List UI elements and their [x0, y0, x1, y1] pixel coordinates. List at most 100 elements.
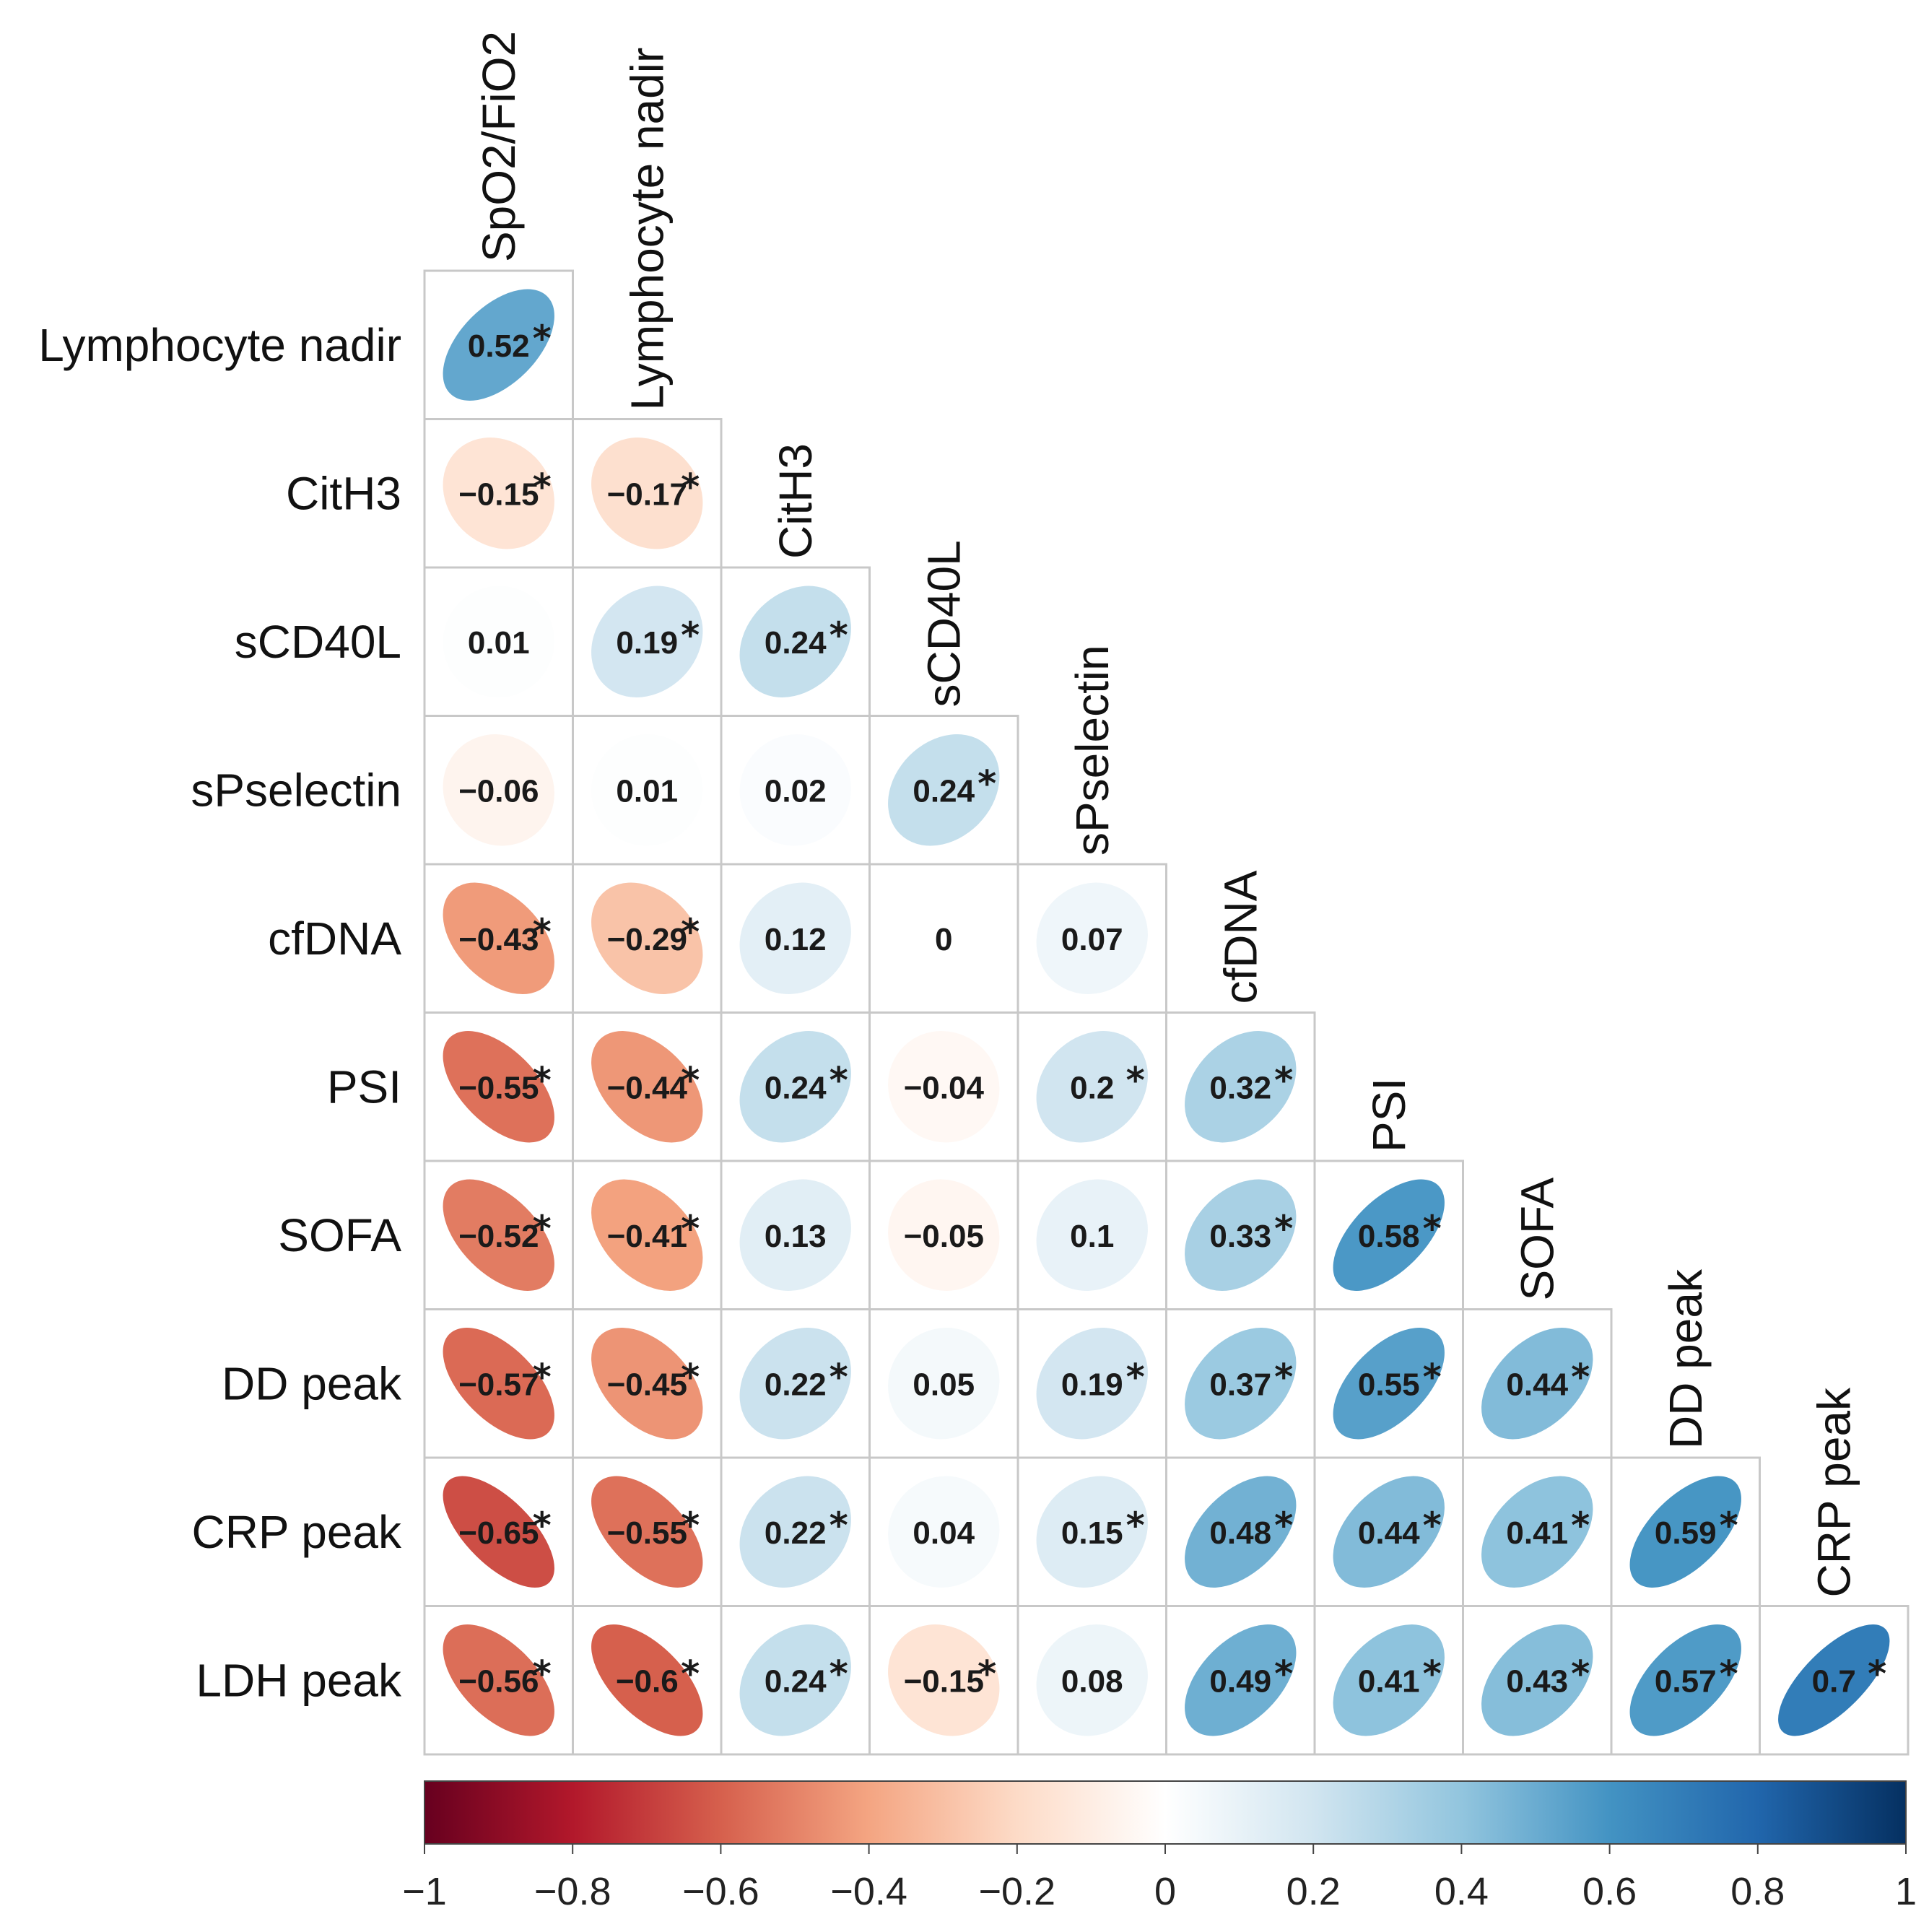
significance-star: * [533, 1653, 552, 1694]
matrix-cell: 0.24 * [720, 566, 871, 717]
matrix-cell: 0.43 * [1462, 1605, 1613, 1756]
correlation-value: −0.04 [904, 1070, 985, 1105]
matrix-cell: 0.19 * [572, 566, 723, 717]
row-label: SOFA [278, 1209, 401, 1261]
correlation-ellipse [888, 1624, 1000, 1736]
matrix-cell: 0.01 [423, 566, 574, 717]
correlation-value: −0.15 [904, 1663, 984, 1699]
correlation-value: 0.01 [616, 773, 678, 809]
correlation-ellipse [739, 586, 851, 697]
row-labels: Lymphocyte nadir CitH3 sCD40L sPselectin cfD… [38, 319, 402, 1707]
matrix-cell: −0.57* [423, 1308, 574, 1459]
correlation-ellipse [888, 1328, 1000, 1440]
correlation-ellipse [1333, 1328, 1445, 1440]
correlation-ellipse [1036, 1624, 1148, 1736]
correlation-value: 0.08 [1061, 1663, 1123, 1699]
matrix-cell: 0.58 * [1313, 1159, 1464, 1310]
matrix-cell: −0.43* [423, 863, 574, 1014]
correlation-value: 0.57 [1655, 1663, 1717, 1699]
significance-star: * [681, 1653, 700, 1694]
significance-star: * [533, 318, 552, 360]
significance-star: * [681, 1505, 700, 1546]
correlation-ellipse [443, 734, 554, 846]
matrix-cell: 0.01 [572, 715, 723, 866]
correlation-value: −0.56 [458, 1663, 539, 1699]
significance-star: * [1126, 1356, 1145, 1398]
correlation-ellipse [888, 734, 1000, 846]
matrix-cell: −0.55* [423, 1011, 574, 1162]
matrix-cell: 0.22 * [720, 1456, 871, 1607]
colorbar-tick-label: 0.2 [1286, 1870, 1341, 1913]
column-label: SOFA [1511, 1177, 1563, 1300]
correlation-value: −0.45 [607, 1367, 687, 1402]
colorbar-tick-label: 0 [1154, 1870, 1176, 1913]
significance-star: * [681, 1208, 700, 1250]
correlation-ellipse [739, 734, 851, 846]
matrix-cell: 0.44 * [1313, 1456, 1464, 1607]
matrix-cell: −0.55* [572, 1456, 723, 1607]
significance-star: * [681, 911, 700, 953]
correlation-value: −0.65 [458, 1515, 539, 1551]
significance-star: * [533, 1356, 552, 1398]
matrix-cell: 0.12 [720, 863, 871, 1014]
correlation-ellipse [1185, 1328, 1297, 1440]
significance-star: * [1274, 1653, 1293, 1694]
correlation-ellipse [1333, 1476, 1445, 1588]
correlation-ellipse [888, 1031, 1000, 1143]
correlation-ellipse [591, 586, 703, 697]
significance-star: * [1423, 1356, 1442, 1398]
correlation-value: 0.59 [1655, 1515, 1717, 1551]
correlation-value: 0.55 [1358, 1367, 1420, 1402]
matrix-cell: 0.37 * [1165, 1308, 1316, 1459]
correlation-value: 0.22 [765, 1367, 827, 1402]
correlation-value: −0.29 [607, 922, 687, 957]
correlation-value: 0 [935, 922, 952, 957]
correlation-value: 0.22 [765, 1515, 827, 1551]
correlation-value: 0.13 [765, 1219, 827, 1254]
correlation-value: 0.12 [765, 922, 827, 957]
correlation-ellipse [443, 1624, 554, 1736]
correlation-value: 0.24 [765, 1070, 827, 1105]
correlation-ellipse [591, 882, 703, 994]
correlation-value: 0.33 [1209, 1219, 1271, 1254]
correlation-value: 0.2 [1070, 1070, 1114, 1105]
correlation-value: −0.52 [458, 1219, 539, 1254]
row-label: LDH peak [196, 1654, 402, 1706]
matrix-cell: 0.59 * [1610, 1456, 1761, 1607]
matrix-cell: 0.13 [720, 1159, 871, 1310]
correlation-ellipse [443, 586, 554, 697]
correlation-ellipse [1036, 1179, 1148, 1291]
column-label: cfDNA [1214, 870, 1266, 1004]
correlation-ellipse [1778, 1624, 1890, 1736]
correlation-ellipse [591, 438, 703, 549]
column-label: Lymphocyte nadir [621, 48, 673, 411]
significance-star: * [681, 1356, 700, 1398]
colorbar-tick-label: −1 [402, 1870, 447, 1913]
correlation-ellipse [1333, 1179, 1445, 1291]
correlation-ellipse [591, 1179, 703, 1291]
column-label: PSI [1363, 1078, 1415, 1152]
correlation-ellipse [1036, 882, 1148, 994]
correlation-ellipse [739, 1179, 851, 1291]
correlation-value: 0.24 [913, 773, 975, 809]
column-label: CitH3 [770, 443, 822, 559]
correlation-ellipse [1481, 1624, 1593, 1736]
matrix-cell: −0.29* [572, 863, 723, 1014]
colorbar-tick-label: −0.2 [978, 1870, 1055, 1913]
correlation-ellipse [739, 1624, 851, 1736]
colorbar-tick-label: 0.8 [1730, 1870, 1785, 1913]
correlation-value: 0.7 [1812, 1663, 1856, 1699]
matrix-cell: 0.08 [1016, 1605, 1167, 1756]
matrix-cell: −0.15* [868, 1605, 1019, 1756]
correlation-ellipse [1185, 1031, 1297, 1143]
significance-star: * [1126, 1505, 1145, 1546]
matrix-cell: −0.05 [868, 1159, 1019, 1310]
correlation-value: 0.1 [1070, 1219, 1114, 1254]
correlation-ellipse [443, 1179, 554, 1291]
colorbar-tick-label: 1 [1895, 1870, 1917, 1913]
significance-star: * [681, 614, 700, 656]
matrix-cell: 0.49 * [1165, 1605, 1316, 1756]
correlation-value: 0.07 [1061, 922, 1123, 957]
correlation-value: −0.55 [607, 1515, 687, 1551]
correlation-ellipse [443, 438, 554, 549]
